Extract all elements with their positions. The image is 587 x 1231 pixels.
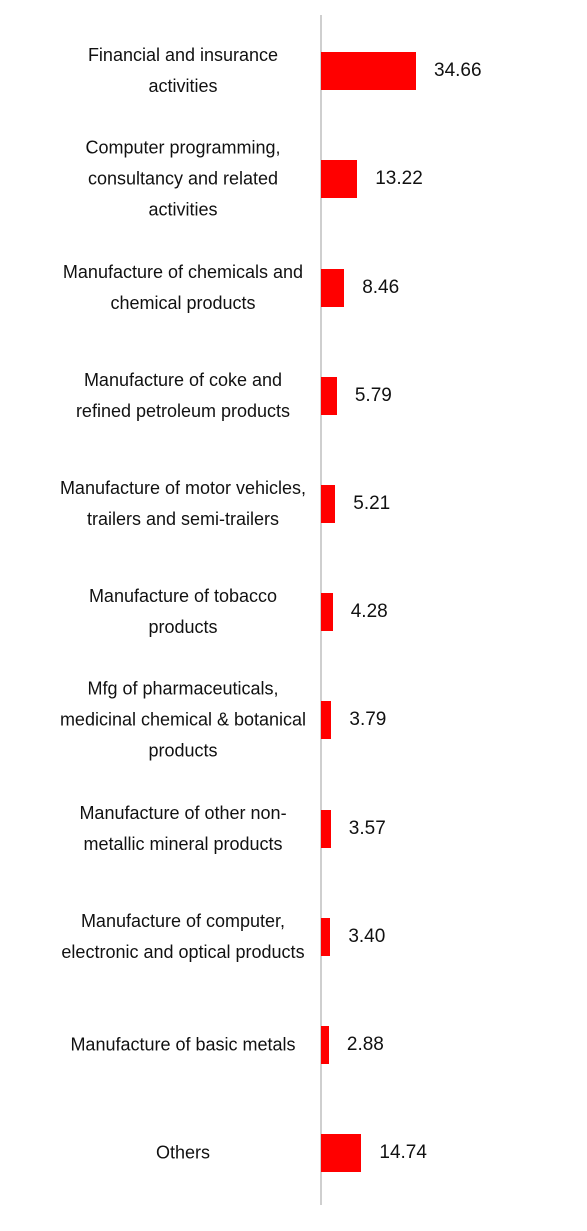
data-label: 3.57 [348, 817, 386, 839]
category-label: Mfg of pharmaceuticals, medicinal chemic… [59, 678, 307, 761]
data-label: 13.22 [375, 168, 423, 190]
bar [321, 1134, 362, 1173]
data-label: 5.79 [354, 384, 392, 406]
category-label: Computer programming, consultancy and re… [85, 137, 281, 220]
bar [321, 1025, 329, 1064]
data-label: 8.46 [362, 276, 400, 298]
bar [321, 484, 336, 523]
category-label: Manufacture of motor vehicles, trailers … [59, 477, 307, 529]
data-label: 14.74 [379, 1142, 427, 1164]
data-label: 5.21 [353, 492, 391, 514]
category-label: Others [155, 1142, 211, 1163]
bar [321, 52, 416, 91]
bar [321, 917, 331, 956]
data-label: 34.66 [434, 60, 482, 82]
bar [321, 701, 332, 740]
category-label: Manufacture of computer, electronic and … [61, 910, 305, 962]
category-label: Manufacture of chemicals and chemical pr… [62, 261, 304, 313]
category-label: Manufacture of basic metals [70, 1034, 296, 1055]
data-label: 2.88 [346, 1033, 384, 1055]
data-label: 3.40 [348, 925, 386, 947]
data-label: 4.28 [350, 601, 388, 623]
category-label: Manufacture of coke and refined petroleu… [75, 369, 291, 421]
category-label: Financial and insurance activities [87, 45, 279, 97]
category-label: Manufacture of tobacco products [88, 586, 278, 638]
category-label: Manufacture of other non-metallic minera… [79, 802, 287, 854]
bar [321, 809, 331, 848]
bar [321, 593, 333, 632]
data-label: 3.79 [349, 709, 387, 731]
bar [321, 160, 358, 199]
axis-line [320, 15, 322, 1205]
bar [321, 376, 337, 415]
bar [321, 268, 345, 307]
